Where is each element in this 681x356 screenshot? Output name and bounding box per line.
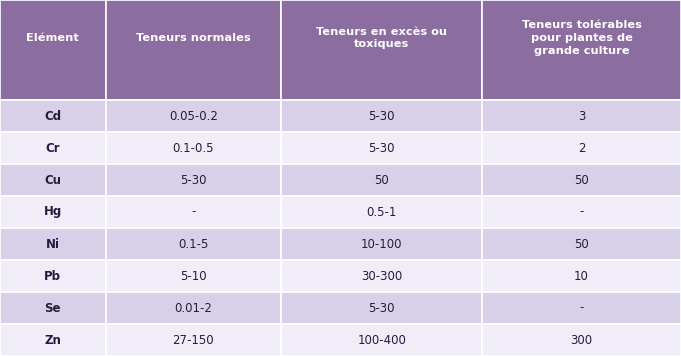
Bar xyxy=(0,260,106,292)
Bar xyxy=(482,164,681,196)
Text: 5-30: 5-30 xyxy=(368,141,395,155)
Text: 5-30: 5-30 xyxy=(368,110,395,122)
Text: -: - xyxy=(191,205,195,219)
Text: 0.1-5: 0.1-5 xyxy=(178,237,208,251)
Text: 27-150: 27-150 xyxy=(172,334,215,346)
Bar xyxy=(281,0,482,100)
Bar xyxy=(482,324,681,356)
Text: Teneurs en excès ou
toxiques: Teneurs en excès ou toxiques xyxy=(316,27,447,49)
Text: Teneurs normales: Teneurs normales xyxy=(136,33,251,43)
Bar xyxy=(482,0,681,100)
Text: Cd: Cd xyxy=(44,110,61,122)
Text: 0.05-0.2: 0.05-0.2 xyxy=(169,110,218,122)
Bar xyxy=(0,196,106,228)
Bar xyxy=(106,228,281,260)
Bar xyxy=(0,228,106,260)
Text: 5-10: 5-10 xyxy=(180,269,207,283)
Bar xyxy=(0,164,106,196)
Bar xyxy=(0,292,106,324)
Bar xyxy=(482,228,681,260)
Text: 0.01-2: 0.01-2 xyxy=(174,302,212,314)
Text: Se: Se xyxy=(44,302,61,314)
Text: 3: 3 xyxy=(578,110,585,122)
Text: 30-300: 30-300 xyxy=(361,269,402,283)
Bar xyxy=(106,0,281,100)
Bar xyxy=(281,324,482,356)
Text: -: - xyxy=(580,302,584,314)
Bar xyxy=(281,196,482,228)
Text: Cr: Cr xyxy=(46,141,60,155)
Text: Elément: Elément xyxy=(27,33,79,43)
Bar xyxy=(281,132,482,164)
Text: 50: 50 xyxy=(574,173,589,187)
Text: 300: 300 xyxy=(571,334,592,346)
Bar xyxy=(106,164,281,196)
Text: 2: 2 xyxy=(577,141,586,155)
Bar xyxy=(0,0,106,100)
Bar xyxy=(482,100,681,132)
Text: 100-400: 100-400 xyxy=(358,334,406,346)
Bar xyxy=(482,260,681,292)
Bar xyxy=(482,292,681,324)
Bar xyxy=(106,196,281,228)
Bar xyxy=(106,324,281,356)
Bar xyxy=(0,324,106,356)
Bar xyxy=(281,228,482,260)
Bar xyxy=(281,100,482,132)
Text: Teneurs tolérables
pour plantes de
grande culture: Teneurs tolérables pour plantes de grand… xyxy=(522,20,642,56)
Bar xyxy=(281,164,482,196)
Text: Pb: Pb xyxy=(44,269,61,283)
Bar xyxy=(482,132,681,164)
Text: 0.1-0.5: 0.1-0.5 xyxy=(173,141,214,155)
Bar xyxy=(106,260,281,292)
Text: 5-30: 5-30 xyxy=(368,302,395,314)
Text: Hg: Hg xyxy=(44,205,62,219)
Text: Zn: Zn xyxy=(44,334,61,346)
Text: -: - xyxy=(580,205,584,219)
Bar xyxy=(482,196,681,228)
Text: 10: 10 xyxy=(574,269,589,283)
Bar xyxy=(106,132,281,164)
Bar xyxy=(106,292,281,324)
Bar xyxy=(281,260,482,292)
Text: Cu: Cu xyxy=(44,173,61,187)
Text: Ni: Ni xyxy=(46,237,60,251)
Bar xyxy=(0,132,106,164)
Text: 5-30: 5-30 xyxy=(180,173,206,187)
Text: 50: 50 xyxy=(375,173,389,187)
Bar xyxy=(0,100,106,132)
Text: 10-100: 10-100 xyxy=(361,237,402,251)
Text: 0.5-1: 0.5-1 xyxy=(366,205,397,219)
Bar xyxy=(281,292,482,324)
Bar xyxy=(106,100,281,132)
Text: 50: 50 xyxy=(574,237,589,251)
